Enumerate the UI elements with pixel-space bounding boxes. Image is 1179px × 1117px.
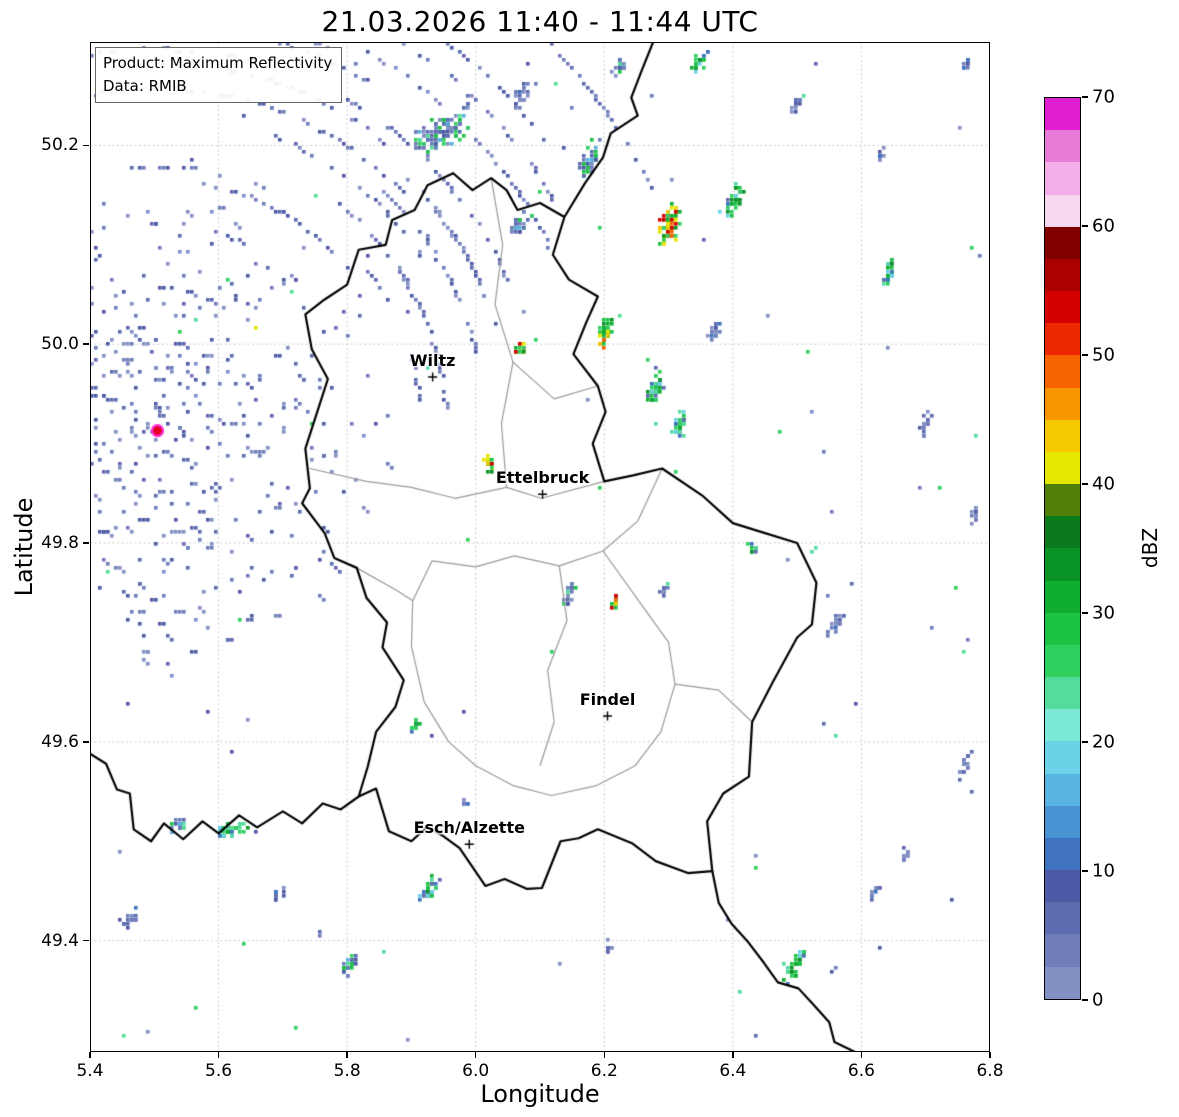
colorbar-tick-label: 40 [1092,473,1115,495]
x-tick-label: 6.4 [719,1061,747,1081]
city-label-wiltz: Wiltz [409,351,456,370]
colorbar-band [1045,323,1080,356]
colorbar-band [1045,516,1080,549]
colorbar-tick-label: 0 [1092,989,1104,1011]
colorbar-tick-mark [1082,225,1088,227]
x-tick-label: 6.2 [590,1061,618,1081]
colorbar-band [1045,484,1080,517]
colorbar-band [1045,548,1080,581]
city-label-ettelbruck: Ettelbruck [495,468,590,488]
colorbar-tick-mark [1082,612,1088,614]
colorbar [1044,97,1081,1000]
colorbar-band [1045,258,1080,292]
colorbar-band [1045,837,1080,871]
radar-map-canvas [90,42,990,1052]
colorbar-band [1045,966,1080,999]
city-label-findel: Findel [579,689,636,709]
y-tick-mark [83,343,89,345]
colorbar-tick-label: 20 [1092,731,1115,753]
data-source-label: Data: RMIB [103,76,187,95]
colorbar-band [1045,612,1080,645]
x-tick-label: 5.8 [333,1061,361,1081]
colorbar-band [1045,98,1080,131]
colorbar-band [1045,387,1080,420]
colorbar-band [1045,130,1080,163]
colorbar-band [1045,162,1080,195]
colorbar-band [1045,291,1080,324]
colorbar-tick-mark [1082,483,1088,485]
y-axis-label: Latitude [10,497,38,597]
x-tick-mark [732,1052,734,1058]
colorbar-band [1045,902,1080,935]
x-tick-mark [89,1052,91,1058]
colorbar-band [1045,870,1080,903]
colorbar-band [1045,419,1080,452]
colorbar-tick-label: 10 [1092,860,1115,882]
product-info-box: Product: Maximum Reflectivity Data: RMIB [95,47,343,103]
x-tick-label: 5.6 [205,1061,233,1081]
colorbar-tick-label: 70 [1092,86,1115,108]
page-title: 21.03.2026 11:40 - 11:44 UTC [321,5,759,38]
x-axis-label: Longitude [480,1080,600,1108]
y-tick-label: 50.2 [41,135,79,156]
y-tick-label: 50.0 [41,334,79,355]
x-tick-mark [989,1052,991,1058]
y-tick-mark [83,542,89,544]
colorbar-band [1045,226,1080,259]
colorbar-band [1045,451,1080,485]
x-tick-mark [474,1052,477,1058]
y-tick-mark [83,939,89,942]
colorbar-band [1045,934,1080,967]
colorbar-tick-mark [1082,870,1088,872]
product-label: Product: Maximum Reflectivity [103,54,333,72]
x-tick-label: 5.4 [76,1061,104,1081]
colorbar-band [1045,773,1080,806]
y-tick-mark [83,741,89,743]
colorbar-tick-mark [1082,999,1088,1001]
x-tick-mark [860,1052,863,1058]
colorbar-band [1045,194,1080,227]
y-tick-label: 49.4 [41,930,79,951]
x-tick-mark [603,1052,606,1058]
colorbar-band [1045,677,1080,710]
colorbar-band [1045,741,1080,774]
x-tick-label: 6.6 [847,1061,875,1081]
y-tick-label: 49.6 [41,731,79,752]
colorbar-tick-label: 60 [1092,215,1115,237]
colorbar-band [1045,805,1080,838]
colorbar-tick-mark [1082,96,1088,98]
colorbar-band [1045,355,1080,388]
y-tick-label: 49.8 [41,533,79,554]
x-tick-label: 6.0 [462,1061,490,1081]
colorbar-tick-mark [1082,741,1088,743]
colorbar-band [1045,580,1080,613]
city-label-esch-alzette: Esch/Alzette [413,818,525,838]
colorbar-tick-mark [1082,354,1088,356]
colorbar-band [1045,709,1080,742]
colorbar-unit-label: dBZ [1138,527,1162,569]
x-tick-label: 6.8 [976,1061,1004,1081]
x-tick-mark [346,1052,348,1058]
x-tick-mark [217,1052,220,1058]
colorbar-band [1045,644,1080,678]
colorbar-tick-label: 30 [1092,602,1115,624]
y-tick-mark [83,144,89,147]
colorbar-tick-label: 50 [1092,344,1115,366]
